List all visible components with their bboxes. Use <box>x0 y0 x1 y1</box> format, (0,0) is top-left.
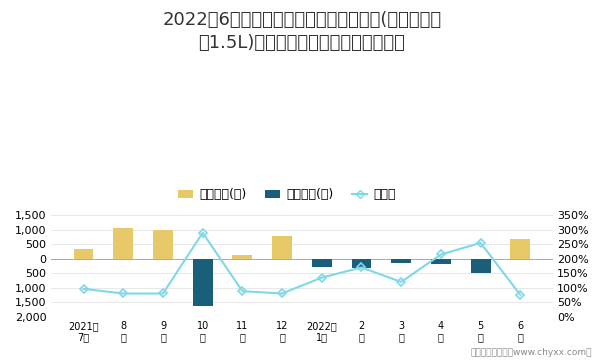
Bar <box>233 255 252 259</box>
产销率 <box>397 280 405 284</box>
Bar <box>431 259 451 264</box>
Text: 2022年6月新一代福克斯旗下最畅销轿车(新一代福克
斯1.5L)近一年库存情况及产销率统计图: 2022年6月新一代福克斯旗下最畅销轿车(新一代福克 斯1.5L)近一年库存情况… <box>162 11 442 52</box>
产销率 <box>358 265 365 270</box>
Bar <box>74 249 94 259</box>
Bar <box>352 259 371 268</box>
Bar <box>193 259 213 306</box>
产销率 <box>239 289 246 293</box>
Bar <box>510 239 530 259</box>
产销率 <box>278 291 286 296</box>
Text: 制图：智研咨询（www.chyxx.com）: 制图：智研咨询（www.chyxx.com） <box>471 348 592 357</box>
产销率 <box>120 291 127 296</box>
Bar <box>471 259 490 273</box>
产销率 <box>318 275 326 280</box>
产销率 <box>437 252 445 257</box>
产销率 <box>477 241 484 245</box>
Bar <box>391 259 411 263</box>
产销率 <box>159 291 167 296</box>
Bar <box>312 259 332 267</box>
产销率 <box>516 293 524 297</box>
产销率 <box>80 287 87 291</box>
Bar <box>153 230 173 259</box>
Line: 产销率: 产销率 <box>81 230 523 298</box>
Bar <box>272 236 292 259</box>
Bar <box>114 229 133 259</box>
产销率 <box>199 231 207 235</box>
Legend: 积压库存(辆), 清仓库存(辆), 产销率: 积压库存(辆), 清仓库存(辆), 产销率 <box>173 183 401 206</box>
